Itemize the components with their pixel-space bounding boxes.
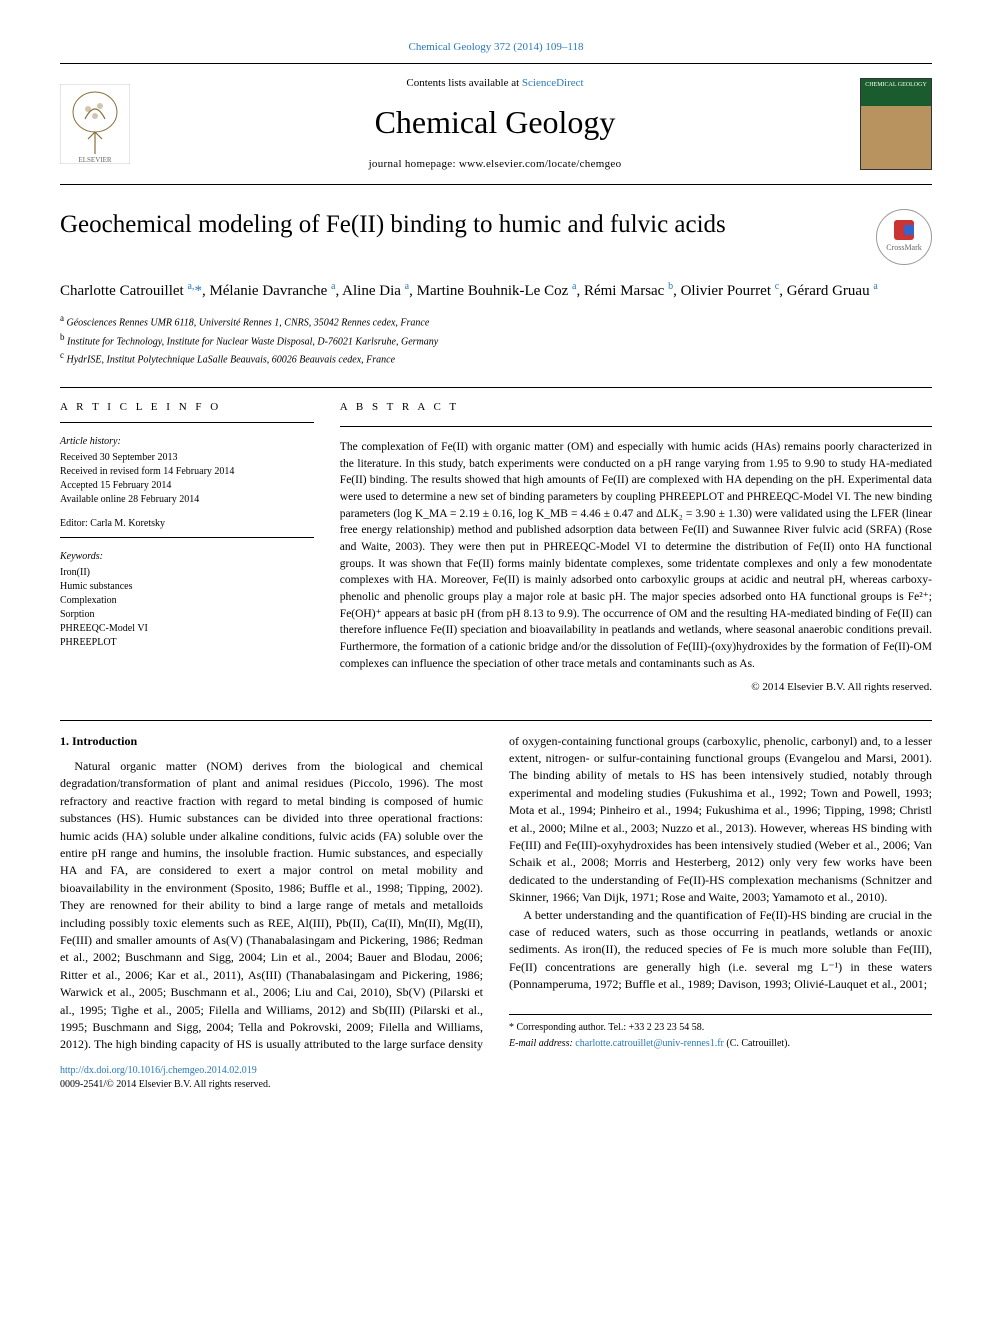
email-suffix: (C. Catrouillet). (724, 1038, 790, 1049)
elsevier-tree-icon: ELSEVIER (60, 84, 130, 164)
abstract-text: The complexation of Fe(II) with organic … (340, 439, 932, 672)
doi-block: http://dx.doi.org/10.1016/j.chemgeo.2014… (60, 1064, 932, 1092)
header-citation: Chemical Geology 372 (2014) 109–118 (60, 40, 932, 55)
journal-cover-thumb: CHEMICAL GEOLOGY (860, 78, 932, 170)
affiliations: a Géosciences Rennes UMR 6118, Universit… (60, 312, 932, 367)
body-columns: 1. Introduction Natural organic matter (… (60, 733, 932, 1054)
abstract-col: A B S T R A C T The complexation of Fe(I… (340, 400, 932, 695)
history-line: Received in revised form 14 February 201… (60, 465, 314, 479)
abstract-heading: A B S T R A C T (340, 400, 932, 415)
cover-text: CHEMICAL GEOLOGY (865, 82, 927, 88)
keyword: PHREEQC-Model VI (60, 622, 314, 636)
crossmark-badge[interactable]: CrossMark (876, 209, 932, 265)
banner-center: Contents lists available at ScienceDirec… (130, 76, 860, 172)
info-rule (60, 422, 314, 423)
doi-link[interactable]: http://dx.doi.org/10.1016/j.chemgeo.2014… (60, 1065, 257, 1076)
editor-label: Editor: (60, 518, 90, 529)
affiliation-line: b Institute for Technology, Institute fo… (60, 331, 932, 349)
title-row: Geochemical modeling of Fe(II) binding t… (60, 209, 932, 265)
keywords-heading: Keywords: (60, 550, 314, 564)
info-abstract-row: A R T I C L E I N F O Article history: R… (60, 400, 932, 695)
body-para: Natural organic matter (NOM) derives fro… (60, 733, 932, 1054)
editor-name: Carla M. Koretsky (90, 518, 165, 529)
abstract-rule (340, 426, 932, 427)
history-line: Received 30 September 2013 (60, 451, 314, 465)
editor-line: Editor: Carla M. Koretsky (60, 517, 314, 531)
homepage-url: www.elsevier.com/locate/chemgeo (459, 158, 622, 170)
rule-mid (60, 720, 932, 721)
email-label: E-mail address: (509, 1038, 575, 1049)
rule-top (60, 387, 932, 388)
keyword: Complexation (60, 594, 314, 608)
svg-text:ELSEVIER: ELSEVIER (78, 156, 111, 164)
history-line: Accepted 15 February 2014 (60, 479, 314, 493)
journal-banner: ELSEVIER Contents lists available at Sci… (60, 63, 932, 185)
journal-name: Chemical Geology (130, 100, 860, 145)
contents-line: Contents lists available at ScienceDirec… (130, 76, 860, 91)
email-line: E-mail address: charlotte.catrouillet@un… (509, 1037, 932, 1052)
article-info-col: A R T I C L E I N F O Article history: R… (60, 400, 314, 695)
article-title: Geochemical modeling of Fe(II) binding t… (60, 209, 864, 240)
keyword: Sorption (60, 608, 314, 622)
crossmark-label: CrossMark (886, 242, 922, 253)
crossmark-icon (894, 220, 914, 240)
contents-prefix: Contents lists available at (406, 77, 521, 89)
body-para: A better understanding and the quantific… (509, 907, 932, 994)
corr-line: * Corresponding author. Tel.: +33 2 23 2… (509, 1021, 932, 1036)
corr-footer: * Corresponding author. Tel.: +33 2 23 2… (509, 1014, 932, 1052)
intro-heading: 1. Introduction (60, 733, 483, 750)
keyword: Iron(II) (60, 566, 314, 580)
citation-link[interactable]: Chemical Geology 372 (2014) 109–118 (409, 41, 584, 53)
sciencedirect-link[interactable]: ScienceDirect (522, 77, 584, 89)
affiliation-line: c HydrISE, Institut Polytechnique LaSall… (60, 349, 932, 367)
keyword: Humic substances (60, 580, 314, 594)
history-heading: Article history: (60, 435, 314, 449)
authors-line: Charlotte Catrouillet a,*, Mélanie Davra… (60, 279, 932, 303)
homepage-label: journal homepage: (369, 158, 459, 170)
elsevier-logo: ELSEVIER (60, 84, 130, 164)
abstract-copyright: © 2014 Elsevier B.V. All rights reserved… (340, 680, 932, 695)
homepage-line: journal homepage: www.elsevier.com/locat… (130, 157, 860, 172)
corr-email-link[interactable]: charlotte.catrouillet@univ-rennes1.fr (575, 1038, 724, 1049)
info-rule-2 (60, 537, 314, 538)
issn-line: 0009-2541/© 2014 Elsevier B.V. All right… (60, 1079, 270, 1090)
history-line: Available online 28 February 2014 (60, 493, 314, 507)
affiliation-line: a Géosciences Rennes UMR 6118, Universit… (60, 312, 932, 330)
info-heading: A R T I C L E I N F O (60, 400, 314, 415)
keywords-list: Iron(II) Humic substances Complexation S… (60, 566, 314, 650)
keyword: PHREEPLOT (60, 636, 314, 650)
